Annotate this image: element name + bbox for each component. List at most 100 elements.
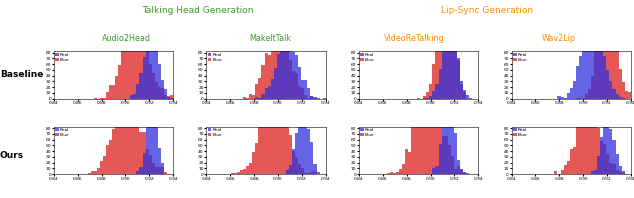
- Bar: [588, 100, 591, 174]
- Bar: [164, 89, 167, 99]
- Bar: [585, 102, 588, 174]
- Bar: [311, 96, 313, 99]
- Bar: [444, 95, 448, 174]
- Bar: [100, 161, 103, 174]
- Bar: [295, 73, 298, 99]
- Bar: [234, 173, 237, 174]
- Bar: [609, 11, 612, 99]
- Bar: [606, 0, 609, 99]
- Bar: [616, 170, 619, 174]
- Bar: [417, 98, 420, 174]
- Bar: [112, 129, 115, 174]
- Bar: [280, 117, 283, 174]
- Bar: [167, 96, 170, 99]
- Bar: [597, 128, 600, 174]
- Bar: [304, 95, 307, 99]
- Bar: [283, 42, 286, 99]
- Bar: [286, 45, 289, 99]
- Bar: [289, 135, 292, 174]
- Bar: [457, 160, 460, 174]
- Bar: [441, 51, 444, 99]
- Bar: [579, 56, 582, 99]
- Bar: [600, 141, 604, 174]
- Bar: [402, 165, 405, 174]
- Bar: [139, 73, 143, 99]
- Bar: [115, 76, 118, 99]
- Bar: [256, 84, 259, 99]
- Bar: [131, 95, 133, 99]
- Bar: [429, 56, 432, 174]
- Bar: [454, 133, 457, 174]
- Bar: [594, 170, 597, 174]
- Bar: [161, 88, 164, 99]
- Text: Lip-Sync Generation: Lip-Sync Generation: [441, 6, 533, 15]
- Bar: [283, 122, 286, 174]
- Bar: [392, 173, 396, 174]
- Legend: Real, Blue: Real, Blue: [512, 128, 527, 138]
- Bar: [463, 92, 466, 99]
- Bar: [112, 85, 115, 99]
- Bar: [622, 172, 624, 174]
- Bar: [579, 113, 582, 174]
- Text: VideoReTalking: VideoReTalking: [384, 34, 445, 43]
- Bar: [597, 31, 600, 99]
- Bar: [301, 168, 304, 174]
- Bar: [136, 24, 139, 99]
- Bar: [301, 88, 304, 99]
- Bar: [274, 98, 277, 174]
- Bar: [604, 55, 606, 99]
- Bar: [139, 8, 143, 99]
- Bar: [161, 167, 164, 174]
- Bar: [463, 172, 466, 174]
- Bar: [118, 108, 121, 174]
- Bar: [448, 146, 451, 174]
- Bar: [444, 0, 448, 99]
- Bar: [429, 96, 432, 99]
- Bar: [436, 84, 439, 99]
- Bar: [109, 140, 112, 174]
- Bar: [268, 55, 271, 99]
- Bar: [249, 94, 252, 99]
- Bar: [131, 12, 133, 99]
- Bar: [298, 67, 301, 99]
- Bar: [564, 165, 567, 174]
- Bar: [146, 48, 148, 99]
- Bar: [164, 172, 167, 174]
- Bar: [457, 58, 460, 99]
- Bar: [139, 167, 143, 174]
- Bar: [91, 171, 94, 174]
- Bar: [606, 70, 609, 99]
- Bar: [573, 81, 576, 99]
- Bar: [436, 24, 439, 99]
- Bar: [573, 147, 576, 174]
- Bar: [271, 79, 274, 99]
- Bar: [408, 152, 411, 174]
- Bar: [585, 30, 588, 99]
- Bar: [622, 98, 624, 99]
- Bar: [271, 102, 274, 174]
- Bar: [323, 98, 326, 99]
- Bar: [591, 20, 594, 99]
- Bar: [103, 98, 106, 99]
- Bar: [87, 173, 91, 174]
- Bar: [264, 108, 268, 174]
- Bar: [167, 97, 170, 99]
- Bar: [158, 87, 161, 99]
- Bar: [411, 124, 414, 174]
- Bar: [604, 144, 606, 174]
- Bar: [268, 115, 271, 174]
- Bar: [264, 53, 268, 99]
- Bar: [298, 86, 301, 99]
- Bar: [619, 172, 622, 174]
- Bar: [426, 98, 429, 99]
- Bar: [432, 91, 436, 99]
- Bar: [155, 119, 158, 174]
- Bar: [454, 169, 457, 174]
- Bar: [609, 81, 612, 99]
- Bar: [460, 84, 463, 99]
- Bar: [436, 90, 439, 174]
- Bar: [289, 60, 292, 99]
- Bar: [622, 82, 624, 99]
- Bar: [567, 93, 570, 99]
- Bar: [576, 98, 579, 99]
